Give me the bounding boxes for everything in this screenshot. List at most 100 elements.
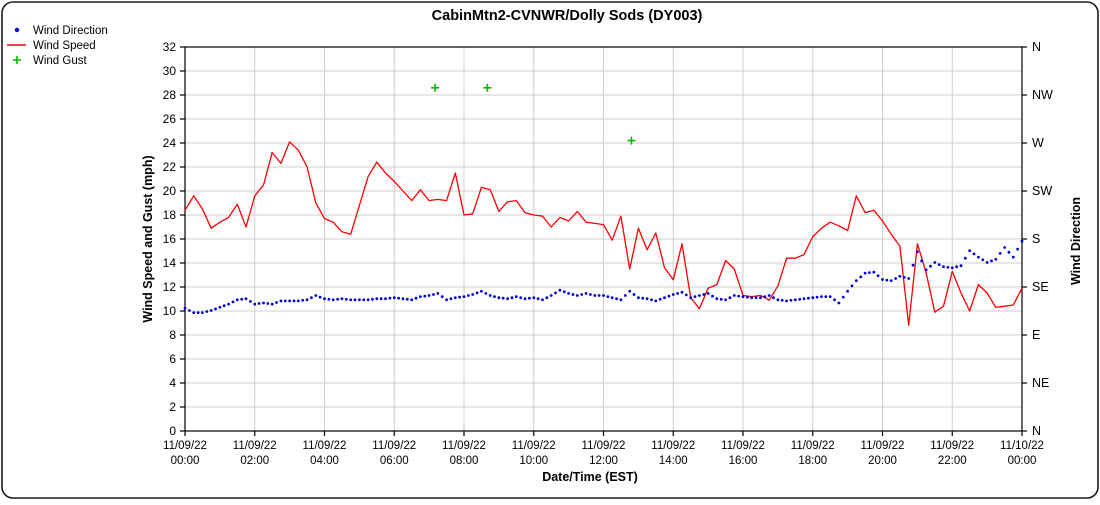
wind-direction-dot — [480, 289, 483, 293]
wind-direction-dot — [362, 298, 366, 302]
x-tick-time-label: 20:00 — [868, 455, 897, 467]
wind-direction-dot — [301, 298, 305, 302]
x-tick-time-label: 02:00 — [240, 455, 269, 467]
x-tick-time-label: 00:00 — [171, 455, 200, 467]
x-tick-time-label: 10:00 — [519, 455, 548, 467]
wind-direction-dot — [676, 292, 679, 295]
wind-direction-dot — [580, 293, 584, 296]
wind-direction-dot — [619, 298, 623, 302]
left-axis-tick-label: 28 — [163, 88, 177, 102]
wind-direction-dot — [907, 277, 911, 280]
left-axis-tick-label: 12 — [163, 280, 177, 294]
wind-direction-dot — [894, 277, 897, 280]
wind-direction-dot — [850, 284, 854, 288]
left-axis-tick-label: 0 — [169, 424, 176, 438]
wind-direction-dot — [902, 276, 906, 279]
wind-direction-dot — [401, 297, 405, 301]
wind-direction-dot — [440, 295, 444, 298]
wind-direction-dot — [667, 294, 671, 298]
wind-direction-dot — [462, 295, 466, 298]
x-tick-time-label: 18:00 — [798, 455, 827, 467]
wind-direction-dot — [392, 296, 396, 300]
wind-direction-dot — [963, 256, 967, 260]
wind-direction-dot — [920, 259, 924, 263]
wind-direction-dot — [881, 278, 884, 281]
wind-direction-dot — [257, 302, 261, 305]
wind-direction-dot — [249, 300, 252, 303]
wind-direction-dot — [467, 294, 470, 297]
x-tick-time-label: 08:00 — [450, 455, 479, 467]
wind-direction-dot — [650, 298, 653, 302]
wind-direction-dot — [397, 296, 400, 300]
wind-direction-dot — [549, 294, 553, 297]
wind-direction-dot — [833, 298, 836, 302]
wind-direction-dot — [327, 297, 331, 301]
wind-direction-dot — [658, 297, 662, 301]
wind-direction-dot — [737, 294, 740, 298]
wind-direction-dot — [872, 270, 876, 274]
legend: Wind Direction Wind Speed Wind Gust — [7, 25, 108, 67]
wind-direction-dots — [183, 239, 1024, 314]
wind-direction-dot — [602, 294, 605, 297]
x-tick-date-label: 11/09/22 — [582, 440, 626, 452]
wind-direction-dot — [885, 278, 889, 282]
wind-direction-dot — [680, 290, 684, 294]
wind-direction-dot — [702, 293, 706, 296]
wind-direction-dot — [754, 296, 758, 300]
wind-direction-dot — [684, 293, 688, 297]
wind-direction-dot — [759, 296, 762, 300]
wind-direction-dot — [545, 296, 549, 300]
wind-direction-dot — [475, 291, 479, 295]
wind-direction-dot — [789, 298, 793, 302]
x-axis-title: Date/Time (EST) — [542, 470, 638, 484]
wind-direction-dot — [358, 298, 361, 302]
wind-direction-dot — [340, 297, 344, 301]
wind-direction-dot — [283, 299, 287, 303]
wind-direction-dot — [750, 296, 754, 300]
wind-direction-dot — [523, 297, 527, 301]
left-axis-tick-label: 20 — [163, 184, 177, 198]
wind-direction-dot — [780, 298, 784, 302]
wind-direction-dot — [785, 299, 788, 303]
wind-direction-dot — [349, 298, 353, 302]
wind-direction-dot — [824, 295, 828, 298]
axis-ticks-and-labels: 02468101214161820222426283032NNEESESSWWN… — [163, 40, 1053, 467]
wind-direction-dot — [628, 289, 632, 293]
wind-direction-dot — [946, 265, 950, 269]
wind-direction-dot — [654, 299, 658, 303]
wind-direction-dot — [859, 275, 863, 279]
wind-direction-dot — [584, 292, 588, 295]
wind-direction-dot — [959, 264, 963, 268]
wind-direction-dot — [270, 302, 274, 306]
wind-direction-dot — [942, 265, 945, 269]
x-tick-time-label: 22:00 — [938, 455, 967, 467]
wind-direction-dot — [1007, 250, 1011, 254]
left-axis-tick-label: 10 — [163, 304, 177, 318]
wind-direction-dot — [536, 297, 540, 301]
wind-direction-dot — [262, 301, 265, 305]
wind-direction-dot — [519, 296, 523, 300]
wind-direction-dot — [188, 309, 191, 312]
wind-direction-dot — [615, 297, 618, 301]
left-axis-title: Wind Speed and Gust (mph) — [141, 155, 155, 322]
wind-direction-dot — [484, 292, 488, 295]
wind-direction-dot — [231, 300, 235, 304]
x-tick-date-label: 11/09/22 — [233, 440, 277, 452]
wind-direction-dot — [924, 268, 928, 272]
wind-direction-dot — [296, 299, 300, 303]
wind-direction-dot — [432, 293, 435, 296]
wind-direction-dot — [645, 297, 649, 301]
wind-direction-dot — [510, 296, 514, 300]
wind-direction-dot — [501, 296, 505, 300]
right-axis-tick-label: S — [1032, 232, 1040, 246]
wind-direction-dot — [985, 261, 989, 264]
wind-direction-dot — [715, 297, 719, 301]
right-axis-tick-label: SE — [1032, 280, 1049, 294]
wind-direction-dot — [950, 266, 954, 270]
wind-gust-markers — [431, 83, 636, 145]
wind-direction-dot — [876, 274, 880, 278]
wind-direction-dot — [331, 298, 335, 302]
wind-direction-dot — [419, 295, 422, 298]
